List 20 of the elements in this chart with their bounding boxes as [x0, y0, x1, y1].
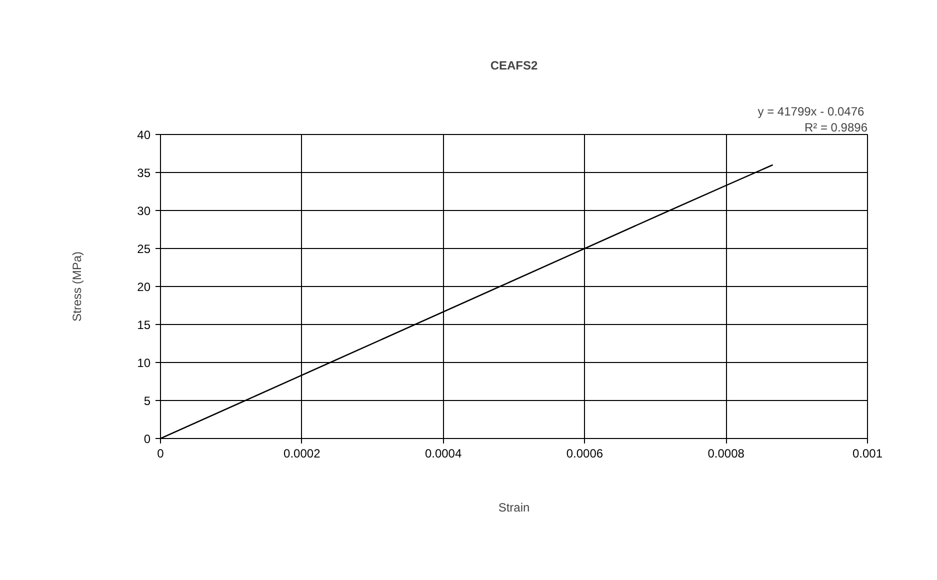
- y-tick-label: 40: [137, 128, 151, 142]
- y-tick-label: 35: [137, 166, 151, 180]
- annotation: R² = 0.9896: [804, 120, 868, 134]
- chart-title: CEAFS2: [490, 58, 538, 72]
- text: y = 41799x - 0.0476: [758, 104, 864, 118]
- y-tick-label: 30: [137, 204, 151, 218]
- x-tick-label: 0: [157, 446, 164, 460]
- x-tick-label: 0.0002: [284, 446, 321, 460]
- x-tick-label: 0.0008: [708, 446, 745, 460]
- y-tick-label: 5: [144, 394, 151, 408]
- y-tick-label: 15: [137, 318, 151, 332]
- y-tick-label: 25: [137, 242, 151, 256]
- x-tick-label: 0.0004: [424, 446, 462, 460]
- x-axis-title: Strain: [498, 500, 530, 514]
- y-tick-label: 0: [144, 432, 151, 446]
- y-tick-label: 10: [137, 356, 151, 370]
- x-tick-label: 0.001: [852, 446, 883, 460]
- y-axis-title: Stress (MPa): [70, 251, 84, 322]
- y-tick-label: 20: [137, 280, 151, 294]
- x-tick-label: 0.0006: [566, 446, 604, 460]
